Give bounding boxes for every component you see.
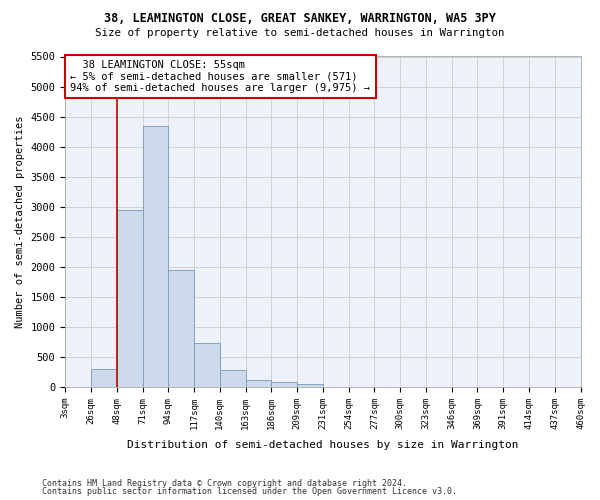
Bar: [169, 270, 194, 387]
Bar: [143, 126, 169, 387]
Bar: [91, 369, 117, 387]
Y-axis label: Number of semi-detached properties: Number of semi-detached properties: [15, 116, 25, 328]
Bar: [271, 382, 297, 387]
Bar: [297, 384, 323, 387]
Bar: [245, 380, 271, 387]
Bar: [194, 343, 220, 387]
Text: 38, LEAMINGTON CLOSE, GREAT SANKEY, WARRINGTON, WA5 3PY: 38, LEAMINGTON CLOSE, GREAT SANKEY, WARR…: [104, 12, 496, 26]
Text: Contains HM Land Registry data © Crown copyright and database right 2024.: Contains HM Land Registry data © Crown c…: [42, 478, 407, 488]
Text: Contains public sector information licensed under the Open Government Licence v3: Contains public sector information licen…: [42, 487, 457, 496]
Bar: [220, 370, 245, 387]
Text: 38 LEAMINGTON CLOSE: 55sqm
← 5% of semi-detached houses are smaller (571)
94% of: 38 LEAMINGTON CLOSE: 55sqm ← 5% of semi-…: [70, 60, 370, 93]
Bar: [117, 210, 143, 387]
Text: Size of property relative to semi-detached houses in Warrington: Size of property relative to semi-detach…: [95, 28, 505, 38]
X-axis label: Distribution of semi-detached houses by size in Warrington: Distribution of semi-detached houses by …: [127, 440, 518, 450]
